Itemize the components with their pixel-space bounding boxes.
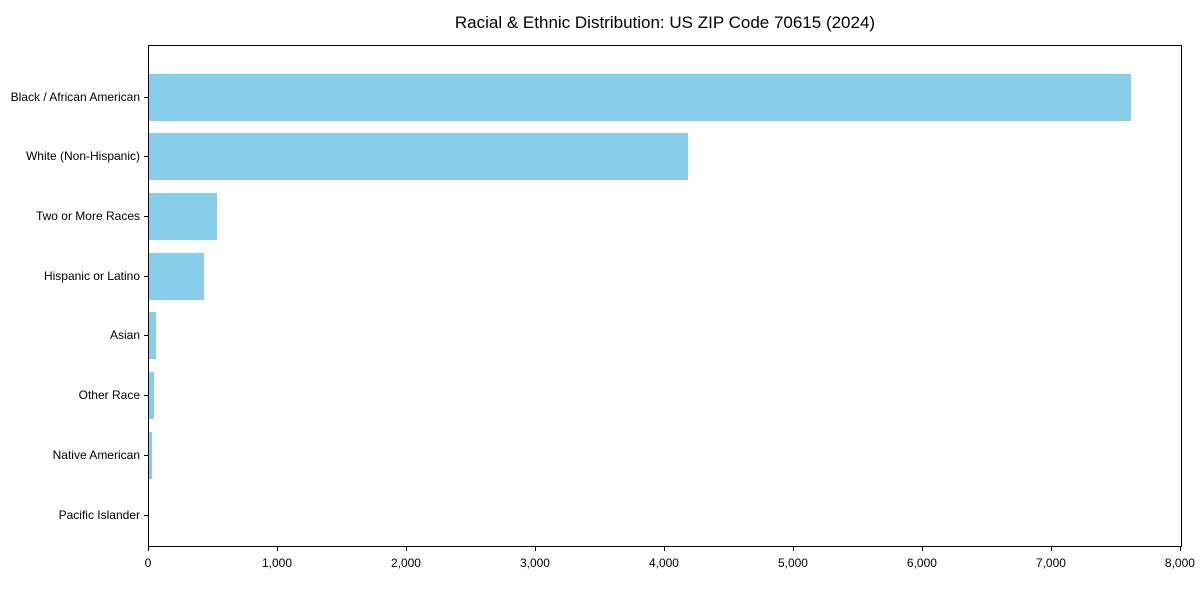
x-tick-label: 5,000: [777, 556, 808, 570]
x-tick-mark: [148, 547, 149, 551]
x-tick-label: 2,000: [390, 556, 421, 570]
x-tick-label: 4,000: [648, 556, 679, 570]
x-tick-mark: [276, 547, 278, 551]
bar: [149, 431, 153, 479]
bar: [149, 192, 217, 240]
y-tick-mark: [144, 275, 148, 277]
bar: [149, 252, 205, 300]
y-tick-label: Black / African American: [10, 89, 140, 104]
y-tick-mark: [144, 335, 148, 337]
y-tick-label: Native American: [52, 447, 140, 462]
y-tick-label: Two or More Races: [35, 208, 140, 223]
y-tick-label: Pacific Islander: [58, 507, 140, 522]
x-tick-mark: [663, 547, 665, 551]
y-tick-label: White (Non-Hispanic): [25, 149, 140, 164]
bar: [149, 73, 1132, 121]
x-tick-mark: [534, 547, 536, 551]
bar: [149, 312, 157, 360]
x-tick-mark: [1179, 547, 1181, 551]
bar: [149, 372, 155, 420]
y-tick-mark: [144, 156, 148, 158]
y-tick-label: Other Race: [78, 388, 140, 403]
x-tick-label: 6,000: [906, 556, 937, 570]
y-tick-mark: [144, 514, 148, 516]
plot-area: [148, 45, 1182, 547]
y-tick-mark: [144, 96, 148, 98]
bar: [149, 133, 688, 181]
chart-title: Racial & Ethnic Distribution: US ZIP Cod…: [454, 13, 876, 32]
x-tick-mark: [921, 547, 923, 551]
x-tick-mark: [792, 547, 794, 551]
y-tick-label: Asian: [109, 328, 140, 343]
x-tick-label: 3,000: [519, 556, 550, 570]
y-tick-label: Hispanic or Latino: [43, 268, 140, 283]
x-tick-mark: [405, 547, 407, 551]
y-tick-mark: [144, 215, 148, 217]
x-tick-label: 8,000: [1164, 556, 1195, 570]
y-tick-mark: [144, 454, 148, 456]
x-tick-label: 1,000: [261, 556, 292, 570]
x-tick-label: 7,000: [1035, 556, 1066, 570]
x-tick-label: 0: [144, 556, 152, 570]
x-tick-mark: [1050, 547, 1052, 551]
y-tick-mark: [144, 395, 148, 397]
